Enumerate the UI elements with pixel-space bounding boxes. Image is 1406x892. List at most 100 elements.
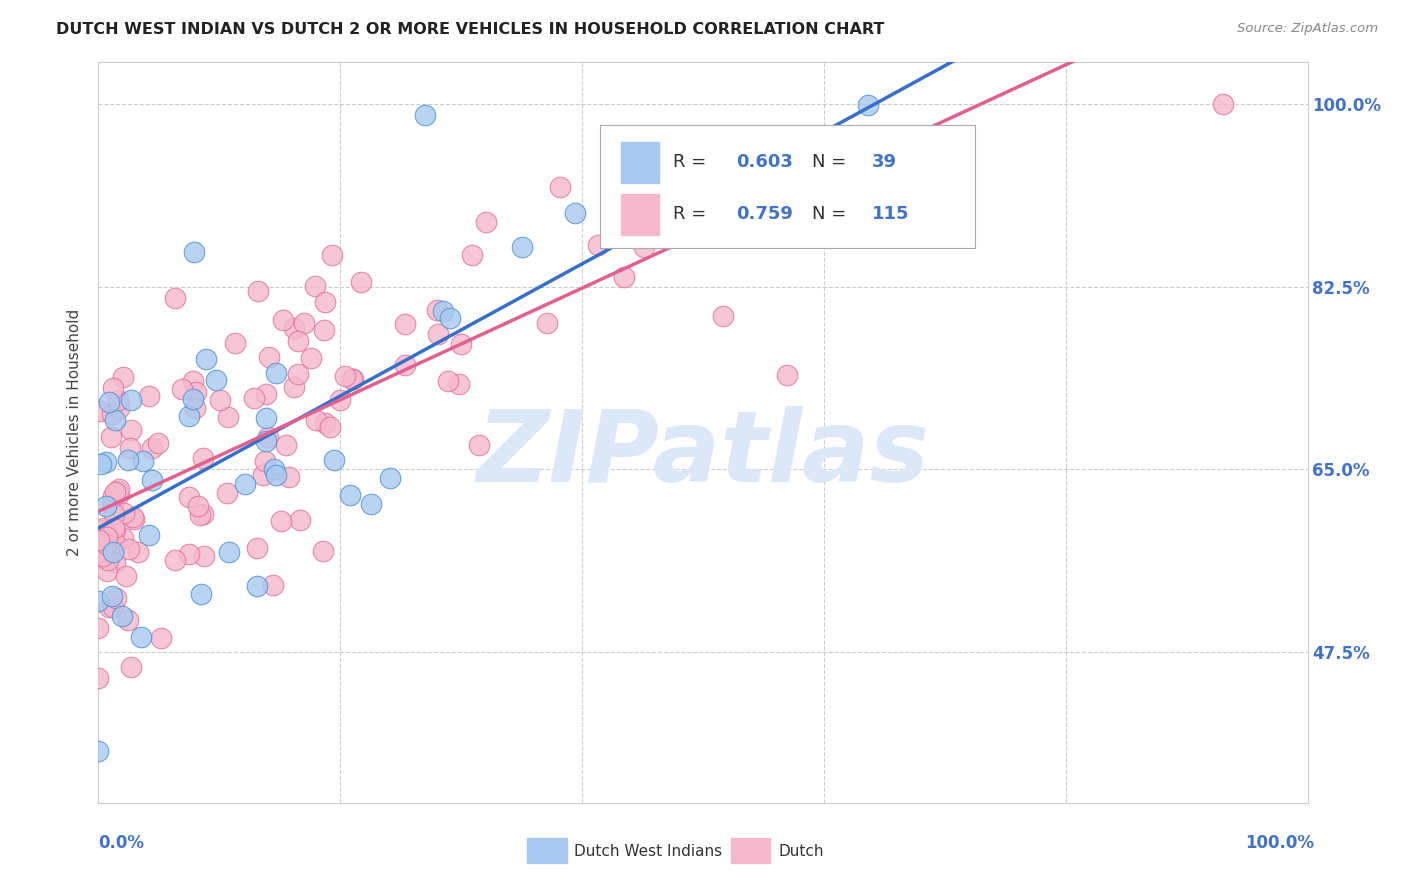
Point bbox=[108, 487, 131, 501]
Text: Dutch West Indians: Dutch West Indians bbox=[574, 845, 721, 859]
Point bbox=[621, 169, 644, 183]
Point bbox=[90, 458, 112, 472]
Point bbox=[146, 435, 169, 450]
Point bbox=[87, 533, 110, 548]
Point bbox=[108, 483, 131, 497]
Point bbox=[439, 311, 461, 326]
Point bbox=[96, 564, 118, 578]
Point bbox=[333, 368, 356, 383]
Point bbox=[270, 514, 292, 528]
Point bbox=[205, 373, 228, 387]
Point bbox=[89, 403, 111, 417]
Point bbox=[177, 547, 200, 561]
Point bbox=[319, 419, 342, 434]
Point bbox=[104, 535, 127, 549]
Point bbox=[177, 409, 200, 424]
Point bbox=[118, 441, 141, 455]
Point bbox=[350, 276, 373, 290]
Point bbox=[254, 387, 277, 401]
Point bbox=[776, 200, 799, 214]
Point bbox=[194, 352, 217, 367]
Point bbox=[217, 409, 239, 424]
Point bbox=[165, 291, 187, 305]
Point bbox=[475, 215, 498, 229]
Point bbox=[94, 455, 117, 469]
Point bbox=[111, 531, 134, 545]
Point bbox=[98, 600, 121, 615]
Point bbox=[283, 320, 305, 334]
Point bbox=[254, 454, 277, 468]
Point bbox=[87, 524, 110, 538]
Point bbox=[188, 508, 211, 522]
Point bbox=[103, 599, 125, 614]
Text: R =: R = bbox=[672, 205, 711, 223]
Point bbox=[262, 578, 284, 592]
Point bbox=[138, 528, 160, 542]
Point bbox=[468, 438, 491, 452]
Point bbox=[247, 285, 270, 299]
Point bbox=[426, 327, 449, 342]
Point bbox=[120, 393, 142, 408]
Point bbox=[254, 411, 277, 425]
Point bbox=[96, 536, 118, 550]
Point bbox=[510, 239, 533, 253]
Text: 100.0%: 100.0% bbox=[1246, 834, 1315, 852]
Point bbox=[98, 534, 121, 549]
Point bbox=[184, 401, 207, 415]
Point bbox=[1212, 97, 1234, 112]
Point bbox=[117, 613, 139, 627]
Text: Dutch: Dutch bbox=[779, 845, 824, 859]
Point bbox=[104, 591, 127, 606]
Point bbox=[283, 380, 305, 394]
Point bbox=[103, 555, 125, 569]
Point bbox=[141, 474, 163, 488]
Point bbox=[127, 545, 149, 559]
Point bbox=[564, 205, 586, 219]
Point bbox=[191, 451, 214, 466]
Text: 115: 115 bbox=[872, 205, 910, 223]
Point bbox=[426, 302, 449, 317]
Point bbox=[115, 569, 138, 583]
Point bbox=[311, 544, 333, 558]
Point bbox=[217, 486, 239, 500]
Point bbox=[263, 461, 285, 475]
Point bbox=[193, 507, 215, 521]
Point bbox=[246, 579, 269, 593]
Point bbox=[460, 248, 482, 262]
Point bbox=[91, 549, 114, 563]
Point bbox=[163, 553, 186, 567]
Point bbox=[97, 553, 120, 567]
Point bbox=[342, 372, 364, 386]
Point bbox=[323, 453, 346, 467]
Point bbox=[536, 317, 558, 331]
Point bbox=[856, 98, 879, 112]
Point bbox=[117, 452, 139, 467]
Text: N =: N = bbox=[811, 153, 852, 171]
Point bbox=[274, 438, 297, 452]
Point bbox=[252, 467, 274, 482]
Point bbox=[103, 507, 125, 521]
Bar bbox=[621, 194, 659, 235]
Text: 0.759: 0.759 bbox=[735, 205, 793, 223]
Point bbox=[179, 491, 201, 505]
Point bbox=[111, 609, 134, 624]
Point bbox=[292, 316, 315, 330]
Point bbox=[432, 303, 454, 318]
Point bbox=[190, 586, 212, 600]
Point bbox=[187, 500, 209, 514]
Text: 39: 39 bbox=[872, 153, 897, 171]
Point bbox=[246, 541, 269, 556]
Point bbox=[181, 374, 204, 388]
Point bbox=[449, 377, 471, 392]
Text: ZIPatlas: ZIPatlas bbox=[477, 407, 929, 503]
Point bbox=[775, 368, 797, 382]
Y-axis label: 2 or more Vehicles in Household: 2 or more Vehicles in Household bbox=[67, 309, 83, 557]
Point bbox=[304, 279, 326, 293]
Point bbox=[87, 744, 110, 758]
Point bbox=[87, 671, 110, 685]
Point bbox=[288, 513, 311, 527]
Text: 0.603: 0.603 bbox=[735, 153, 793, 171]
Point bbox=[314, 417, 336, 431]
Point bbox=[122, 510, 145, 524]
Point bbox=[186, 384, 208, 399]
